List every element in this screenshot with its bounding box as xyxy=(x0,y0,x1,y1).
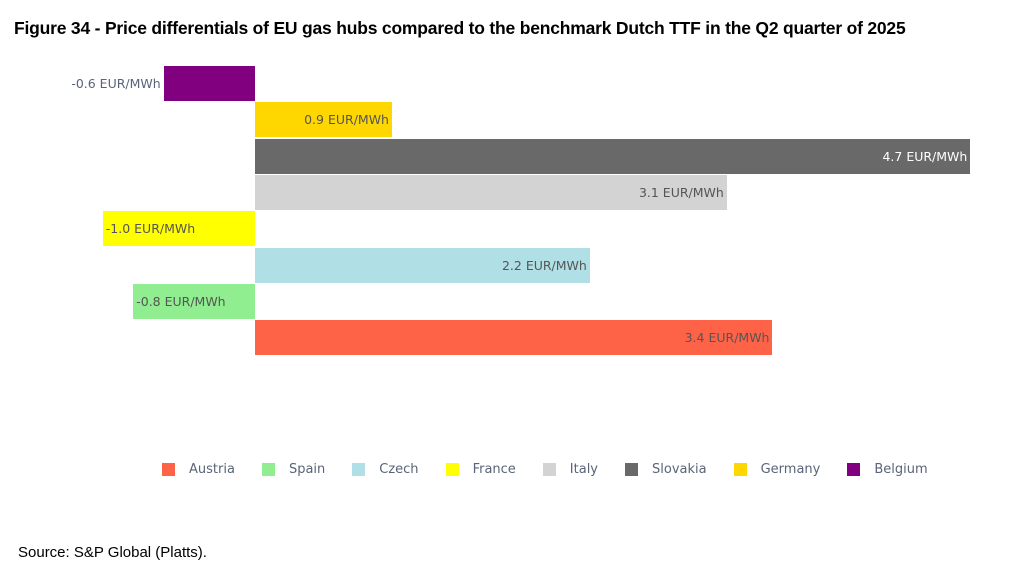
bar-chart-plot-area: -0.6 EUR/MWh 0.9 EUR/MWh 4.7 EUR/MWh 3.1 EU… xyxy=(71,66,971,356)
legend-label: Germany xyxy=(760,462,821,477)
legend-swatch-icon xyxy=(261,463,275,476)
legend-swatch-icon xyxy=(847,463,861,476)
bar-label-austria: 3.4 EUR/MWh xyxy=(684,330,770,346)
legend-item-italy[interactable]: Italy xyxy=(542,462,598,477)
legend-swatch-icon xyxy=(445,463,459,476)
bar-slovakia xyxy=(255,138,971,174)
legend-swatch-icon xyxy=(542,463,556,476)
legend-label: Italy xyxy=(569,462,598,477)
bar-italy xyxy=(255,174,727,210)
source-note: Source: S&P Global (Platts). xyxy=(18,544,207,561)
legend-label: Belgium xyxy=(874,462,928,477)
legend-item-france[interactable]: France xyxy=(445,462,516,477)
bar-belgium xyxy=(163,66,255,101)
bar-czech xyxy=(255,247,590,283)
chart-legend: Austria Spain Czech France Italy Slovakia Germ… xyxy=(162,462,955,477)
bar-label-czech: 2.2 EUR/MWh xyxy=(501,257,587,273)
bar-label-slovakia: 4.7 EUR/MWh xyxy=(882,148,968,164)
legend-item-czech[interactable]: Czech xyxy=(352,462,419,477)
legend-item-austria[interactable]: Austria xyxy=(162,462,235,477)
bar-austria xyxy=(255,320,773,356)
legend-swatch-icon xyxy=(625,463,638,476)
legend-item-germany[interactable]: Germany xyxy=(733,462,821,477)
legend-swatch-icon xyxy=(162,463,175,476)
legend-item-belgium[interactable]: Belgium xyxy=(847,462,928,477)
legend-label: Czech xyxy=(379,462,419,477)
legend-item-slovakia[interactable]: Slovakia xyxy=(625,462,707,477)
figure-title: Figure 34 - Price differentials of EU ga… xyxy=(14,18,906,38)
bar-germany xyxy=(255,102,392,138)
bar-label-belgium: -0.6 EUR/MWh xyxy=(71,76,161,91)
legend-swatch-icon xyxy=(733,463,747,476)
legend-label: Austria xyxy=(189,462,235,477)
bar-france xyxy=(102,211,255,247)
bar-label-france: -1.0 EUR/MWh xyxy=(105,221,196,237)
bar-label-italy: 3.1 EUR/MWh xyxy=(638,184,724,200)
legend-swatch-icon xyxy=(352,463,366,476)
legend-label: France xyxy=(472,462,516,477)
legend-item-spain[interactable]: Spain xyxy=(261,462,326,477)
legend-label: Slovakia xyxy=(652,462,707,477)
bar-label-germany: 0.9 EUR/MWh xyxy=(304,112,389,128)
bar-label-spain: -0.8 EUR/MWh xyxy=(136,293,226,309)
legend-label: Spain xyxy=(288,462,326,477)
bar-spain xyxy=(133,283,255,319)
